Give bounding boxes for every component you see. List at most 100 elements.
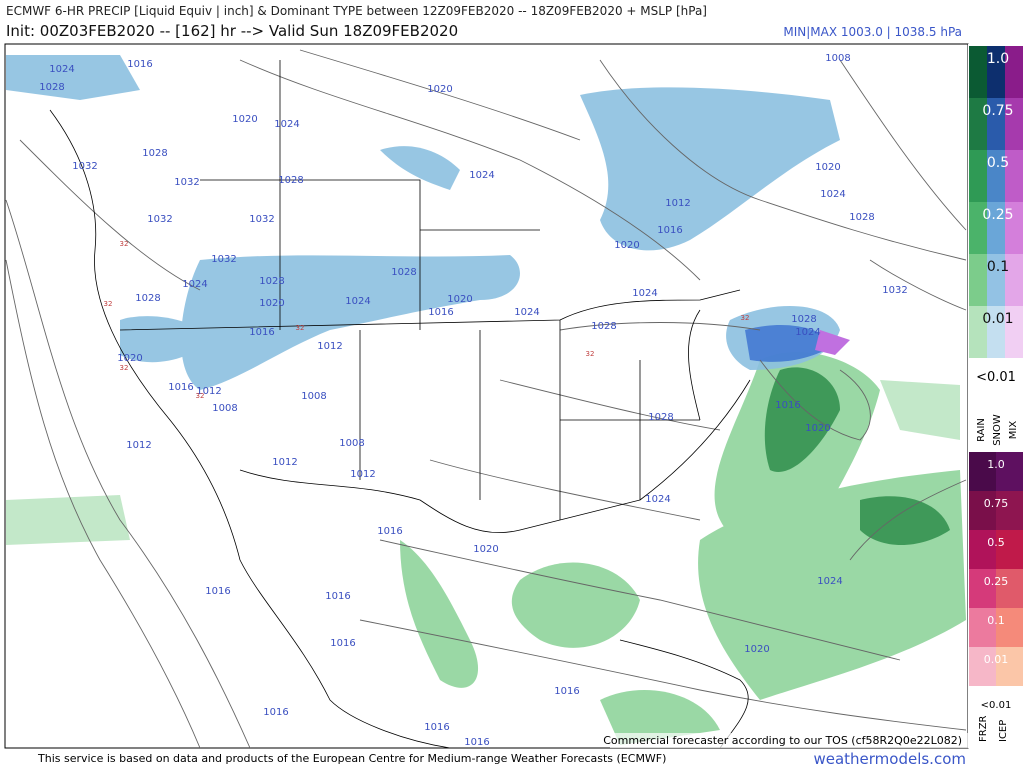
precip-type: FRZR	[978, 715, 989, 742]
isobar-label: 1020	[815, 162, 840, 173]
isobar-label: 1016	[554, 686, 579, 697]
colorbar-cell	[969, 306, 987, 358]
colorbar-below: <0.01	[981, 700, 1012, 711]
isobar-label: 1028	[135, 293, 160, 304]
isobar-label: 1016	[263, 707, 288, 718]
colorbar-label: 0.1	[987, 259, 1009, 275]
isobars	[5, 49, 967, 749]
precip-type: SNOW	[992, 414, 1003, 446]
colorbar-cell	[969, 491, 996, 530]
isobar-label: 1012	[126, 440, 151, 451]
isobar-label: 1024	[817, 576, 842, 587]
isobar-label: 1024	[274, 119, 299, 130]
isobar-label: 1028	[591, 321, 616, 332]
isobar-label: 1024	[514, 307, 539, 318]
isobar-label: 1016	[249, 327, 274, 338]
colorbar-below: <0.01	[976, 370, 1016, 385]
isobar-label: 1016	[424, 722, 449, 733]
isobar-label: 1012	[272, 457, 297, 468]
colorbar-label: 0.01	[982, 311, 1013, 327]
isobar-label: 1020	[447, 294, 472, 305]
colorbar-cell	[1005, 306, 1023, 358]
colorbar-cell	[996, 647, 1023, 686]
isobar-label: 1020	[614, 240, 639, 251]
disclaimer: This service is based on data and produc…	[37, 752, 666, 765]
contour-label: 32	[120, 240, 129, 248]
colorbar-label: 1.0	[987, 458, 1005, 471]
colorbar-cell	[1005, 150, 1023, 202]
map-subtitle: Init: 00Z03FEB2020 -- [162] hr --> Valid…	[6, 22, 458, 40]
colorbar-label: 0.01	[984, 653, 1009, 666]
colorbar-label: 0.5	[987, 155, 1009, 171]
heavy-snow	[745, 325, 835, 362]
colorbar-cell	[987, 202, 1005, 254]
isobar-label: 1028	[259, 276, 284, 287]
isobar-label: 1032	[211, 254, 236, 265]
isobar-label: 1012	[665, 198, 690, 209]
contour-label: 32	[104, 300, 113, 308]
isobar-label: 1020	[232, 114, 257, 125]
colorbar-cell	[996, 530, 1023, 569]
colorbar-label: 0.1	[987, 614, 1005, 627]
colorbar-cell	[996, 569, 1023, 608]
isobar-label: 1020	[117, 353, 142, 364]
colorbar-cell	[1005, 254, 1023, 306]
isobar-label: 1012	[317, 341, 342, 352]
colorbar-cell	[969, 608, 996, 647]
colorbar-label: 0.75	[982, 103, 1013, 119]
tos-backdrop	[610, 733, 968, 748]
colorbar-cell	[996, 452, 1023, 491]
isobar-label: 1016	[330, 638, 355, 649]
colorbar-label: 0.25	[982, 207, 1013, 223]
isobar-label: 1012	[350, 469, 375, 480]
isobar-label: 1032	[174, 177, 199, 188]
isobar-label: 1012	[196, 386, 221, 397]
colorbar-cell	[969, 46, 987, 98]
isobar-label: 1016	[205, 586, 230, 597]
isobar-label: 1024	[645, 494, 670, 505]
isobar-labels: 1024 1016 1028 1020 1020 1024 1028 1032 1032 1028…	[39, 53, 907, 748]
precip-type: RAIN	[976, 418, 987, 442]
isobar-label: 1020	[744, 644, 769, 655]
colorbar-label: 1.0	[987, 51, 1009, 67]
isobar-label: 1020	[805, 423, 830, 434]
rain-areas	[6, 351, 966, 745]
precip-type: ICEP	[998, 720, 1009, 742]
isobar-label: 1032	[249, 214, 274, 225]
isobar-label: 1016	[428, 307, 453, 318]
colorbar-cell	[987, 98, 1005, 150]
colorbar-cell	[987, 46, 1005, 98]
isobar-label: 1028	[791, 314, 816, 325]
isobar-label: 1028	[39, 82, 64, 93]
colorbar-label: 0.75	[984, 497, 1009, 510]
min-max: MIN|MAX 1003.0 | 1038.5 hPa	[783, 25, 962, 39]
heavy-rain	[764, 367, 950, 545]
isobar-label: 1032	[882, 285, 907, 296]
colorbar-cell	[969, 452, 996, 491]
isobar-label: 1016	[464, 737, 489, 748]
colorbar-label: 0.25	[984, 575, 1009, 588]
contour-label: 32	[741, 314, 750, 322]
isobar-label: 1016	[377, 526, 402, 537]
contour-label: 32	[296, 324, 305, 332]
isobar-label: 1028	[849, 212, 874, 223]
colorbar-cell	[969, 569, 996, 608]
colorbar-cell	[969, 98, 987, 150]
isobar-label: 1024	[820, 189, 845, 200]
contour-label: 32	[120, 364, 129, 372]
isobar-label: 1020	[259, 298, 284, 309]
colorbar-cell	[969, 254, 987, 306]
colorbar-cell	[987, 254, 1005, 306]
colorbar-cell	[1005, 202, 1023, 254]
legend: 1.0 0.75 0.5 0.25 0.1 0.01 <0.01 RAIN SNOW MIX 1.0…	[968, 44, 1024, 748]
isobar-label: 1024	[49, 64, 74, 75]
boundaries	[49, 60, 751, 749]
map	[4, 43, 969, 749]
site-link[interactable]: weathermodels.com	[813, 750, 966, 768]
contour-label: 32	[586, 350, 595, 358]
isobar-label: 1032	[72, 161, 97, 172]
tos-note: Commercial forecaster according to our T…	[603, 734, 962, 747]
colorbar-cell	[969, 202, 987, 254]
isobar-label: 1028	[648, 412, 673, 423]
colorbar-cell	[969, 150, 987, 202]
